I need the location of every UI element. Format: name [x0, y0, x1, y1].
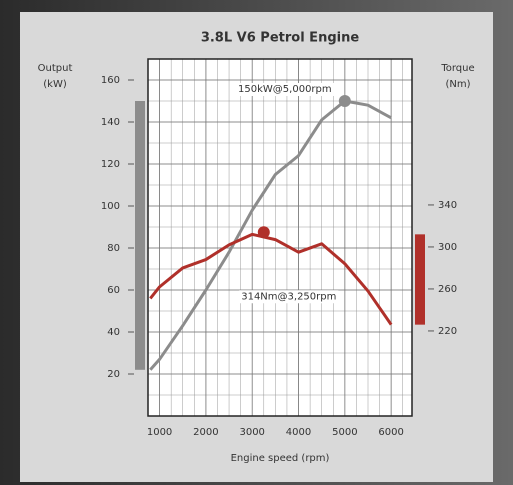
peak-label: 150kW@5,000rpm	[238, 84, 332, 95]
peak-marker	[258, 226, 270, 238]
y-axis-label: (kW)	[43, 79, 67, 90]
plot-area	[148, 59, 412, 416]
x-axis-label: Engine speed (rpm)	[231, 453, 330, 464]
y2-tick-label: 260	[438, 284, 457, 295]
y2-tick-label: 220	[438, 326, 457, 337]
x-tick-label: 6000	[378, 427, 403, 438]
x-tick-label: 4000	[286, 427, 311, 438]
peak-marker	[339, 95, 351, 107]
x-tick-label: 1000	[147, 427, 172, 438]
y-tick-label: 40	[107, 327, 120, 338]
y-tick-label: 80	[107, 243, 120, 254]
y-tick-label: 100	[101, 201, 120, 212]
y2-tick-label: 300	[438, 242, 457, 253]
chart: 3.8L V6 Petrol Engine Output (kW) Torque…	[0, 0, 513, 485]
y-axis-label: Output	[38, 63, 73, 74]
y2-tick-label: 340	[438, 200, 457, 211]
y2-axis-label: (Nm)	[445, 79, 470, 90]
x-tick-label: 2000	[193, 427, 218, 438]
y-tick-label: 60	[107, 285, 120, 296]
chart-title: 3.8L V6 Petrol Engine	[201, 31, 360, 46]
y-tick-label: 20	[107, 369, 120, 380]
y-tick-label: 160	[101, 75, 120, 86]
range-bar	[415, 234, 425, 324]
range-bar	[135, 101, 145, 370]
x-tick-label: 3000	[239, 427, 264, 438]
y-tick-label: 120	[101, 159, 120, 170]
y2-axis-label: Torque	[440, 63, 474, 74]
x-tick-label: 5000	[332, 427, 357, 438]
peak-label: 314Nm@3,250rpm	[241, 291, 336, 302]
y-tick-label: 140	[101, 117, 120, 128]
